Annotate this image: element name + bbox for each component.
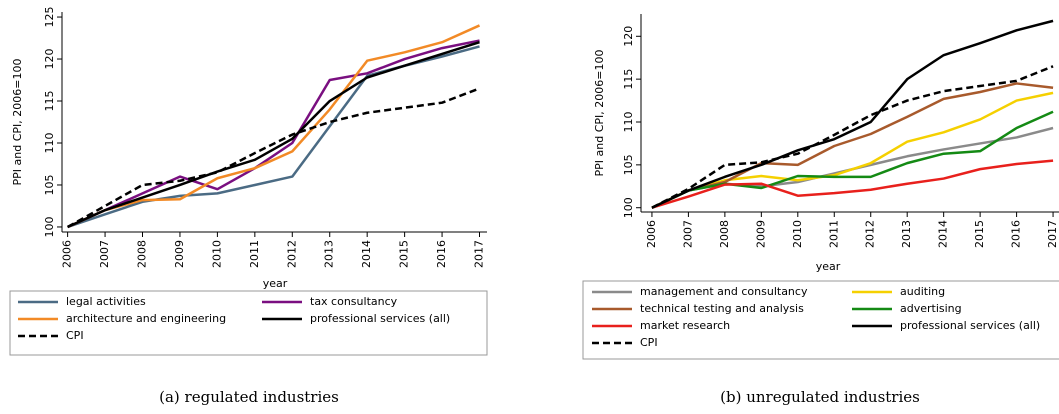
series-line	[651, 65, 1054, 209]
y-tick-label: 110	[622, 112, 635, 133]
legend-label: professional services (all)	[900, 319, 1040, 332]
series-line	[651, 91, 1054, 209]
x-tick-label: 2007	[98, 240, 111, 268]
x-tick-label: 2017	[473, 240, 486, 268]
x-tick-label: 2014	[937, 220, 950, 248]
legend-label: tax consultancy	[310, 295, 398, 308]
x-tick-label: 2012	[285, 240, 298, 268]
series-line	[651, 82, 1054, 209]
y-tick-label: 115	[622, 69, 635, 90]
y-tick-label: 100	[622, 197, 635, 218]
x-tick-label: 2011	[248, 240, 261, 268]
x-tick-label: 2013	[323, 240, 336, 268]
legend-label: legal activities	[66, 295, 146, 308]
y-tick-label: 105	[622, 154, 635, 175]
legend-box	[9, 290, 488, 356]
x-tick-label: 2006	[645, 220, 658, 248]
x-axis-label: year	[816, 260, 841, 273]
x-tick-label: 2010	[210, 240, 223, 268]
x-axis-label: year	[263, 277, 288, 290]
y-tick-label: 105	[43, 174, 56, 195]
series-line	[67, 24, 481, 229]
x-tick-label: 2016	[435, 240, 448, 268]
x-tick-label: 2008	[718, 220, 731, 248]
x-tick-label: 2015	[398, 240, 411, 268]
x-tick-label: 2009	[754, 220, 767, 248]
legend-label: professional services (all)	[310, 312, 450, 325]
y-tick-label: 120	[43, 49, 56, 70]
x-tick-label: 2013	[900, 220, 913, 248]
y-tick-label: 120	[622, 26, 635, 47]
x-tick-label: 2010	[791, 220, 804, 248]
caption: (b) unregulated industries	[720, 388, 920, 406]
x-tick-label: 2015	[973, 220, 986, 248]
legend-box	[582, 280, 1059, 360]
series-line	[67, 39, 480, 229]
y-axis-label: PPI and CPI, 2006=100	[11, 59, 24, 186]
series-line	[67, 41, 480, 229]
legend-label: advertising	[900, 302, 962, 315]
series-line	[651, 159, 1054, 209]
x-tick-label: 2017	[1046, 220, 1059, 248]
series-line	[67, 87, 480, 229]
legend-label: CPI	[66, 329, 84, 342]
legend-label: market research	[640, 319, 730, 332]
series-line	[651, 110, 1054, 209]
legend-label: auditing	[900, 285, 945, 298]
y-axis-label: PPI and CPI, 2006=100	[593, 50, 606, 177]
series-line	[651, 19, 1054, 209]
legend-label: management and consultancy	[640, 285, 808, 298]
x-tick-label: 2009	[173, 240, 186, 268]
y-tick-label: 125	[43, 7, 56, 28]
legend-label: technical testing and analysis	[640, 302, 804, 315]
x-tick-label: 2008	[136, 240, 149, 268]
legend-label: CPI	[640, 336, 658, 349]
x-tick-label: 2006	[61, 240, 74, 268]
x-tick-label: 2011	[827, 220, 840, 248]
caption: (a) regulated industries	[159, 388, 339, 406]
x-tick-label: 2007	[681, 220, 694, 248]
y-tick-label: 110	[43, 132, 56, 153]
y-tick-label: 100	[43, 216, 56, 237]
x-tick-label: 2016	[1010, 220, 1023, 248]
y-tick-label: 115	[43, 91, 56, 112]
x-tick-label: 2014	[360, 240, 373, 268]
legend-label: architecture and engineering	[66, 312, 226, 325]
x-tick-label: 2012	[864, 220, 877, 248]
